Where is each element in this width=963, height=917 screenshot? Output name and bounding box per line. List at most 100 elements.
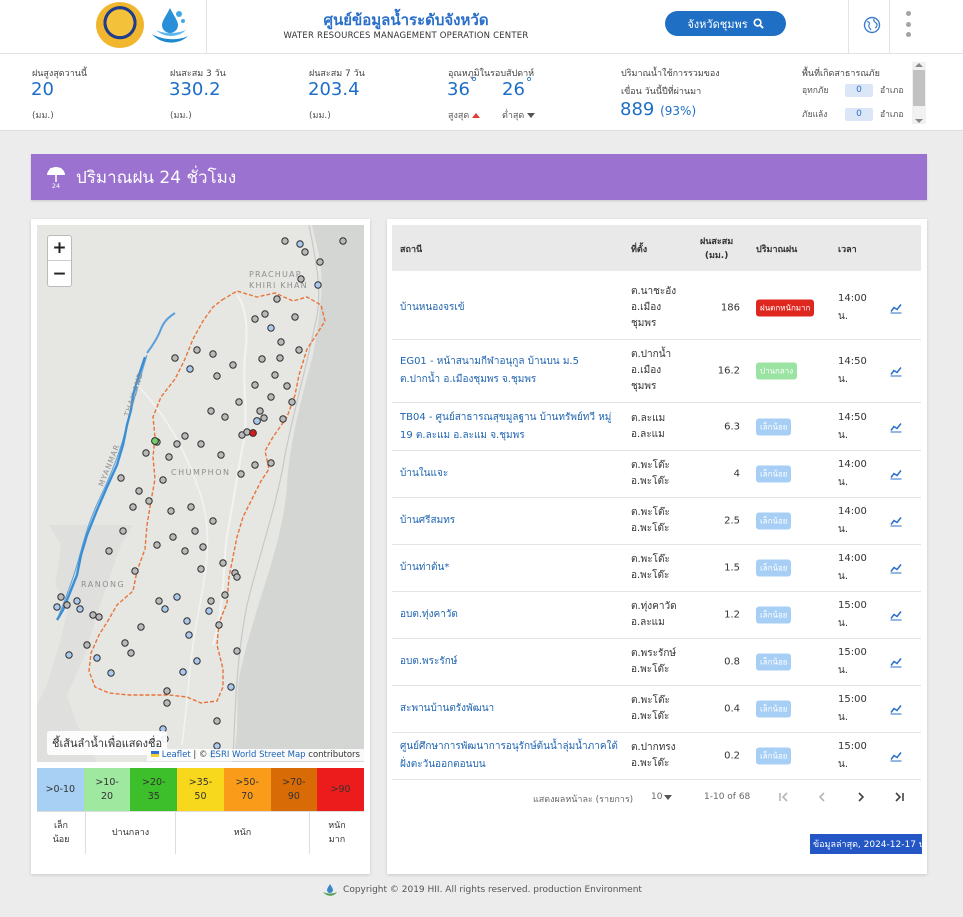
station-marker[interactable] (165, 453, 173, 461)
table-row[interactable]: บ้านหนองจรเข้ ต.นาชะอัง อ.เมือง ชุมพร 186 ฝ… (392, 277, 921, 340)
station-marker[interactable] (63, 601, 71, 609)
station-marker[interactable] (227, 683, 235, 691)
table-row[interactable]: TB04 - ศูนย์สาธารณสุขมูลฐาน บ้านทรัพย์ทว… (392, 403, 921, 451)
station-marker[interactable] (205, 607, 213, 615)
station-marker[interactable] (276, 354, 284, 362)
station-marker[interactable] (193, 657, 201, 665)
station-marker[interactable] (187, 503, 195, 511)
station-marker[interactable] (173, 440, 181, 448)
station-marker[interactable] (185, 631, 193, 639)
station-marker[interactable] (137, 623, 145, 631)
station-marker[interactable] (145, 497, 153, 505)
station-marker[interactable] (221, 591, 229, 599)
station-link[interactable]: บ้านท่าต้น* (400, 562, 450, 573)
station-marker[interactable] (251, 461, 259, 469)
station-link[interactable]: สะพานบ้านตรังพัฒนา (400, 703, 495, 714)
station-marker[interactable] (191, 527, 199, 535)
station-marker[interactable] (73, 597, 81, 605)
station-marker[interactable] (217, 451, 225, 459)
table-row[interactable]: บ้านศรีสมทร ต.พะโต๊ะ อ.พะโต๊ะ 2.5 เล็กน้อย 1… (392, 498, 921, 545)
line-chart-icon[interactable] (890, 747, 902, 766)
table-row[interactable]: บ้านในแจะ ต.พะโต๊ะ อ.พะโต๊ะ 4 เล็กน้อย 14:00… (392, 451, 921, 498)
line-chart-icon[interactable] (890, 653, 902, 672)
station-link[interactable]: TB04 - ศูนย์สาธารณสุขมูลฐาน บ้านทรัพย์ทว… (400, 411, 612, 441)
station-marker[interactable] (291, 313, 299, 321)
station-marker[interactable] (193, 346, 201, 354)
line-chart-icon[interactable] (890, 559, 902, 578)
line-chart-icon[interactable] (890, 299, 902, 318)
station-marker[interactable] (151, 437, 159, 445)
station-marker[interactable] (279, 415, 287, 423)
station-marker[interactable] (267, 324, 275, 332)
station-marker[interactable] (296, 240, 304, 248)
station-marker[interactable] (233, 573, 241, 581)
zoom-in-button[interactable]: + (48, 236, 71, 261)
station-marker[interactable] (173, 593, 181, 601)
rows-per-page-select[interactable]: 10 (651, 792, 673, 802)
station-marker[interactable] (197, 440, 205, 448)
prev-page-icon[interactable] (815, 790, 829, 804)
zoom-out-button[interactable]: − (52, 263, 67, 284)
station-marker[interactable] (209, 350, 217, 358)
station-marker[interactable] (233, 647, 241, 655)
station-marker[interactable] (181, 547, 189, 555)
station-marker[interactable] (316, 258, 324, 266)
station-marker[interactable] (53, 603, 61, 611)
province-search-button[interactable]: จังหวัดชุมพร (665, 11, 786, 36)
station-marker[interactable] (171, 354, 179, 362)
station-link[interactable]: ศูนย์ศึกษาการพัฒนาการอนุรักษ์ต้นน้ำลุ่มน… (400, 741, 618, 770)
station-marker[interactable] (167, 507, 175, 515)
station-marker[interactable] (295, 346, 303, 354)
station-marker[interactable] (260, 414, 268, 422)
leaflet-link[interactable]: Leaflet (161, 750, 191, 760)
station-marker[interactable] (215, 621, 223, 629)
station-marker[interactable] (131, 567, 139, 575)
station-marker[interactable] (256, 407, 264, 415)
station-marker[interactable] (258, 355, 266, 363)
station-marker[interactable] (89, 611, 97, 619)
station-marker[interactable] (161, 605, 169, 613)
station-link[interactable]: บ้านหนองจรเข้ (400, 302, 465, 313)
station-marker[interactable] (297, 275, 305, 283)
station-marker[interactable] (76, 605, 84, 613)
station-link[interactable]: อบต.พระรักษ์ (400, 656, 458, 667)
station-marker[interactable] (105, 547, 113, 555)
station-marker[interactable] (197, 565, 205, 573)
station-marker[interactable] (237, 470, 245, 478)
station-marker[interactable] (207, 407, 215, 415)
line-chart-icon[interactable] (890, 700, 902, 719)
station-marker[interactable] (251, 315, 259, 323)
station-link[interactable]: อบต.ทุ่งคาวัด (400, 609, 458, 620)
station-marker[interactable] (127, 649, 135, 657)
station-marker[interactable] (267, 393, 275, 401)
station-marker[interactable] (181, 432, 189, 440)
station-marker[interactable] (117, 474, 125, 482)
station-link[interactable]: บ้านศรีสมทร (400, 515, 456, 526)
station-marker[interactable] (57, 593, 65, 601)
station-marker[interactable] (271, 371, 279, 379)
esri-link[interactable]: ESRI World Street Map (210, 750, 306, 760)
last-page-icon[interactable] (892, 790, 906, 804)
station-marker[interactable] (229, 361, 237, 369)
station-marker[interactable] (163, 699, 171, 707)
station-marker[interactable] (186, 365, 194, 373)
station-marker[interactable] (121, 639, 129, 647)
station-marker[interactable] (169, 533, 177, 541)
station-marker[interactable] (235, 398, 243, 406)
station-marker[interactable] (249, 429, 257, 437)
station-marker[interactable] (219, 559, 227, 567)
station-marker[interactable] (251, 381, 259, 389)
line-chart-icon[interactable] (890, 417, 902, 436)
station-marker[interactable] (267, 459, 275, 467)
station-marker[interactable] (199, 543, 207, 551)
next-page-icon[interactable] (854, 790, 868, 804)
table-row[interactable]: ศูนย์ศึกษาการพัฒนาการอนุรักษ์ต้นน้ำลุ่มน… (392, 733, 921, 780)
station-marker[interactable] (155, 597, 163, 605)
table-row[interactable]: EG01 - หน้าสนามกีฬาอนุกูล บ้านบน ม.5 ต.ป… (392, 340, 921, 403)
station-marker[interactable] (314, 281, 322, 289)
river-name-toggle[interactable]: ชี้เส้นลำน้ำเพื่อแสดงชื่อ (47, 731, 168, 755)
line-chart-icon[interactable] (890, 465, 902, 484)
more-vertical-icon[interactable] (905, 11, 911, 37)
station-marker[interactable] (129, 503, 137, 511)
station-marker[interactable] (159, 476, 167, 484)
